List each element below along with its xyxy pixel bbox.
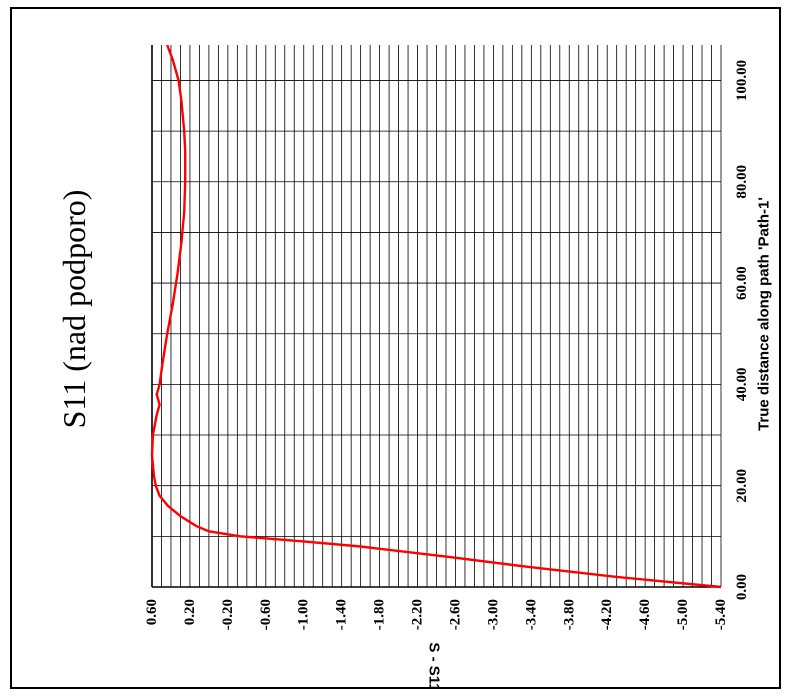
y-tick-label: -2.60: [447, 599, 463, 630]
x-tick-label: 0.00: [734, 574, 750, 600]
series-line: [150, 44, 722, 589]
chart-frame: 0.00 20.00 40.00 60.00 80.00 100.00 0.60 0.20 -…: [10, 7, 781, 689]
y-tick-label: -4.60: [637, 599, 653, 630]
x-tick-label: 40.00: [734, 368, 750, 402]
y-tick-label: -4.20: [599, 599, 615, 630]
y-axis-label: S - S11: [426, 642, 443, 687]
y-tick-label: -1.80: [372, 599, 388, 630]
x-tick-labels: 0.00 20.00 40.00 60.00 80.00 100.00: [734, 60, 750, 600]
y-tick-label: -3.40: [523, 599, 539, 630]
grid: [151, 45, 722, 588]
y-tick-label: -2.20: [410, 599, 426, 630]
chart-title: S11 (nad podporo): [56, 190, 92, 429]
y-tick-label: 0.20: [182, 599, 198, 625]
y-tick-label: 0.60: [144, 599, 160, 625]
x-tick-label: 100.00: [734, 60, 750, 101]
y-tick-label: -1.00: [296, 599, 312, 630]
y-tick-label: -3.80: [561, 599, 577, 630]
y-tick-label: -0.20: [220, 599, 236, 630]
x-tick-label: 20.00: [734, 469, 750, 503]
y-tick-label: -3.00: [485, 599, 501, 630]
chart-svg: 0.00 20.00 40.00 60.00 80.00 100.00 0.60 0.20 -…: [56, 44, 773, 687]
x-axis-label: True distance along path 'Path-1': [756, 197, 773, 431]
y-tick-label: -1.40: [334, 599, 350, 630]
y-tick-label: -0.60: [258, 599, 274, 630]
y-tick-label: -5.40: [713, 599, 729, 630]
y-tick-labels: 0.60 0.20 -0.20 -0.60 -1.00 -1.40 -1.80 -2.20 -2…: [144, 599, 729, 630]
x-tick-label: 80.00: [734, 165, 750, 199]
x-tick-label: 60.00: [734, 266, 750, 300]
y-tick-label: -5.00: [675, 599, 691, 630]
